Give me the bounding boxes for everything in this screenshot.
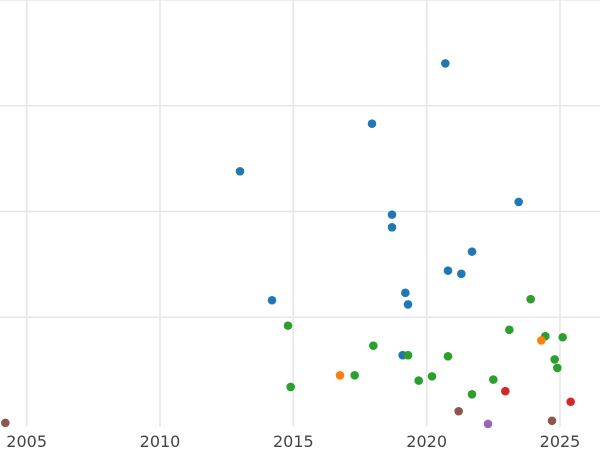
data-point xyxy=(501,386,510,396)
data-point xyxy=(441,59,450,68)
data-point xyxy=(537,336,546,345)
data-point xyxy=(401,288,410,298)
data-point xyxy=(489,375,498,384)
data-point xyxy=(369,341,378,351)
data-point xyxy=(467,390,477,399)
data-point xyxy=(335,371,345,380)
data-point xyxy=(514,197,523,207)
x-tick-label: 2025 xyxy=(540,432,581,450)
data-point xyxy=(283,321,293,330)
data-point xyxy=(566,397,575,407)
data-point xyxy=(467,247,477,256)
data-point xyxy=(427,372,437,381)
data-point xyxy=(505,325,514,335)
data-point xyxy=(550,355,559,364)
data-point xyxy=(403,350,413,360)
data-point xyxy=(367,119,377,128)
data-point xyxy=(286,382,295,392)
data-point xyxy=(350,371,359,380)
data-point xyxy=(553,363,562,373)
data-point xyxy=(414,376,423,385)
x-axis-ticks: 2005 2010 2015 2020 2025 xyxy=(6,432,580,450)
data-point xyxy=(547,416,557,426)
data-point xyxy=(483,419,493,429)
x-tick-label: 2005 xyxy=(6,432,47,450)
data-point xyxy=(1,418,10,428)
data-point xyxy=(235,166,245,176)
x-tick-label: 2020 xyxy=(406,432,447,450)
data-point xyxy=(558,332,567,342)
points-layer xyxy=(1,59,575,429)
data-point xyxy=(443,266,453,275)
data-point xyxy=(387,210,397,219)
data-point xyxy=(454,406,463,416)
x-tick-label: 2010 xyxy=(140,432,181,450)
x-tick-label: 2015 xyxy=(273,432,314,450)
data-point xyxy=(387,223,397,232)
data-point xyxy=(443,351,453,361)
data-point xyxy=(457,269,466,279)
data-point xyxy=(267,295,277,305)
grid-layer xyxy=(0,0,600,427)
data-point xyxy=(403,300,413,309)
data-point xyxy=(526,294,535,304)
